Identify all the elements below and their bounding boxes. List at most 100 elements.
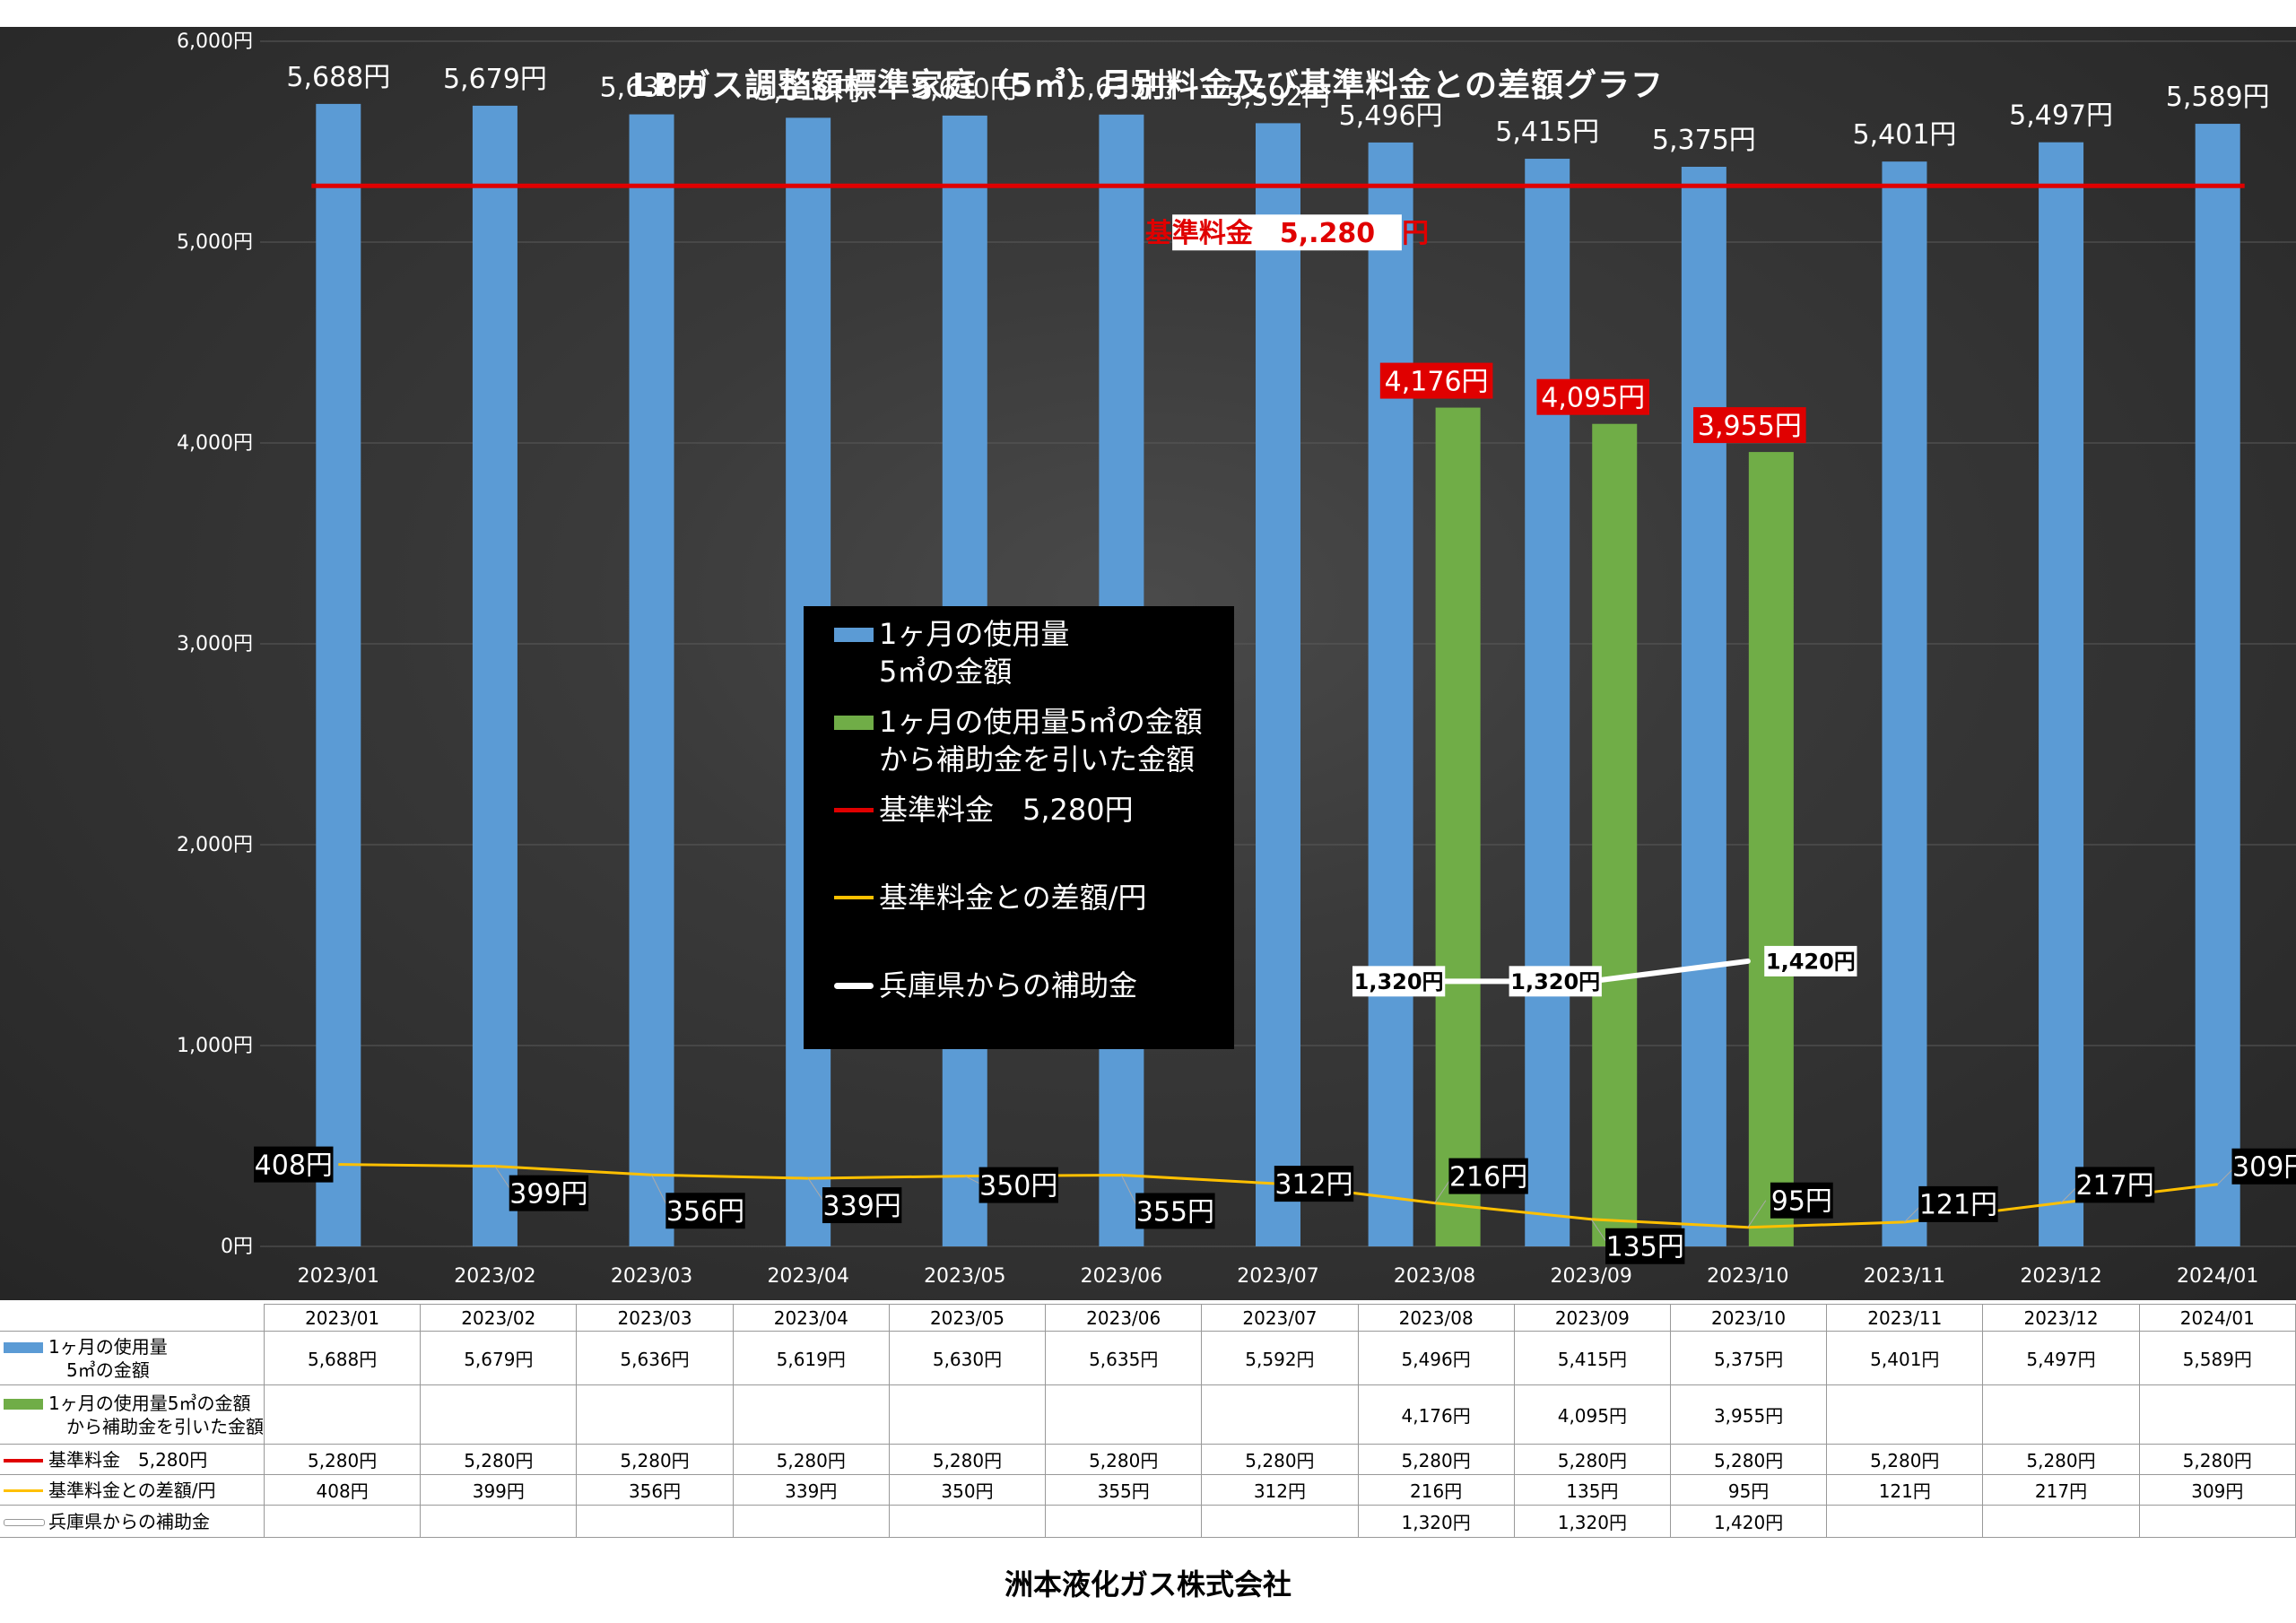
- table-cell: 408円: [263, 1474, 422, 1506]
- table-col-header-2023/10: 2023/10: [1669, 1304, 1828, 1332]
- table-cell: 121円: [1826, 1474, 1984, 1506]
- y-tick-label: 0円: [221, 1236, 253, 1258]
- table-rowlabel-green-1: 1ヶ月の使用量5㎥の金額: [48, 1392, 251, 1414]
- table-row-orange: 基準料金との差額/円 408円 399円 356円 339円 350円 355円 312円 2…: [0, 1474, 2296, 1506]
- table-cell: 217円: [1982, 1474, 2140, 1506]
- bar-blue-2023/08: [1368, 142, 1413, 1246]
- table-cell: 5,401円: [1826, 1331, 1984, 1385]
- table-cell: 216円: [1357, 1474, 1515, 1506]
- table-cell: [732, 1384, 890, 1445]
- table-rowlabel-green-2: から補助金を引いた金額: [66, 1415, 264, 1437]
- x-tick-label-2023/03: 2023/03: [611, 1265, 692, 1288]
- table-row-red: 基準料金 5,280円 5,280円 5,280円 5,280円 5,280円 5,28…: [0, 1444, 2296, 1475]
- table-cell: 5,280円: [2138, 1444, 2296, 1475]
- line-white-label-2023/09-bg: [1509, 966, 1602, 997]
- line-orange-label-2023/10: 95円: [1771, 1186, 1832, 1218]
- table-cell: [1045, 1384, 1203, 1445]
- line-orange-label-2023/12-bg: [2074, 1167, 2155, 1203]
- table-col-header-2023/04: 2023/04: [732, 1304, 890, 1332]
- table-col-header-2023/03: 2023/03: [576, 1304, 734, 1332]
- table-cell: 4,095円: [1513, 1384, 1671, 1445]
- bar-blue-label-2023/03: 5,636円: [600, 73, 704, 104]
- bar-blue-label-2023/04: 5,619円: [756, 75, 860, 107]
- line-orange-label-2023/09: 135円: [1606, 1232, 1684, 1263]
- table-cell: 356円: [576, 1474, 734, 1506]
- table-cell: 339円: [732, 1474, 890, 1506]
- table-cell: 5,375円: [1669, 1331, 1828, 1385]
- chart-svg: 0円 1,000円 2,000円 3,000円 4,000円 5,000円 6,000円 5,…: [177, 30, 2296, 1288]
- table-cell: [2138, 1505, 2296, 1538]
- line-orange-label-2023/03-bg: [665, 1193, 745, 1229]
- table-col-header-2023/02: 2023/02: [420, 1304, 578, 1332]
- line-orange-label-2023/02-bg: [509, 1175, 589, 1211]
- bar-blue-label-2023/12: 5,497円: [2009, 100, 2113, 132]
- x-tick-label-2023/05: 2023/05: [924, 1265, 1005, 1288]
- line-orange-label-2023/06: 355円: [1136, 1196, 1214, 1228]
- bar-blue-label-2023/05: 5,630円: [913, 74, 1017, 105]
- table-col-header-2023/09: 2023/09: [1513, 1304, 1671, 1332]
- table-cell: 5,280円: [1826, 1444, 1984, 1475]
- table-cell: [1201, 1505, 1359, 1538]
- table-cell: [2138, 1384, 2296, 1445]
- table-cell: 5,630円: [888, 1331, 1047, 1385]
- table-cell: 5,280円: [888, 1444, 1047, 1475]
- bar-blue-label-2023/06: 5,635円: [1069, 73, 1173, 104]
- line-orange-label-2023/04: 339円: [823, 1191, 901, 1222]
- table-cell: [576, 1384, 734, 1445]
- legend-label-orange: 基準料金との差額/円: [879, 881, 1147, 915]
- bar-blue-2023/07: [1256, 123, 1300, 1247]
- legend-label-white: 兵庫県からの補助金: [879, 968, 1138, 1002]
- y-tick-label: 2,000円: [177, 834, 253, 856]
- line-orange-label-2023/01: 408円: [255, 1150, 333, 1181]
- table-col-header-2023/06: 2023/06: [1045, 1304, 1203, 1332]
- table-rowlabel-blue-2: 5㎥の金額: [66, 1358, 150, 1381]
- legend-swatch-orange: [834, 896, 874, 899]
- x-tick-label-2023/06: 2023/06: [1081, 1265, 1162, 1288]
- table-cell: 5,280円: [1669, 1444, 1828, 1475]
- table-cell: 4,176円: [1357, 1384, 1515, 1445]
- table-rowlabel-red: 基準料金 5,280円: [48, 1448, 208, 1471]
- x-tick-label-2023/04: 2023/04: [767, 1265, 848, 1288]
- table-cell: [1201, 1384, 1359, 1445]
- table-rowhead-green: 1ヶ月の使用量5㎥の金額 から補助金を引いた金額: [0, 1384, 265, 1445]
- line-orange-label-2023/08-bg: [1448, 1158, 1528, 1194]
- legend-swatch-white: [834, 983, 874, 989]
- y-tick-label: 3,000円: [177, 633, 253, 655]
- bar-blue-2024/01: [2195, 124, 2240, 1247]
- line-orange-label-2023/05: 350円: [979, 1170, 1057, 1202]
- table-rowlabel-blue-1: 1ヶ月の使用量: [48, 1335, 168, 1358]
- table-cell: 350円: [888, 1474, 1047, 1506]
- legend-label-green-1: 1ヶ月の使用量5㎥の金額: [879, 705, 1203, 739]
- bar-blue-label-2023/10: 5,375円: [1652, 125, 1756, 156]
- bar-blue-2023/11: [1882, 161, 1927, 1246]
- table-cell: [1982, 1384, 2140, 1445]
- table-row-green: 1ヶ月の使用量5㎥の金額 から補助金を引いた金額 4,176円 4,095円 3,9…: [0, 1384, 2296, 1445]
- table-cell: 3,955円: [1669, 1384, 1828, 1445]
- table-swatch-orange: [4, 1488, 43, 1492]
- line-white-label-2023/09: 1,320円: [1510, 969, 1600, 994]
- x-tick-label-2023/10: 2023/10: [1707, 1265, 1788, 1288]
- bar-green-label-2023/10: 3,955円: [1698, 411, 1802, 442]
- table-cell: [1045, 1505, 1203, 1538]
- x-tick-label-2023/02: 2023/02: [454, 1265, 535, 1288]
- table-cell: 5,497円: [1982, 1331, 2140, 1385]
- bar-blue-2023/10: [1681, 167, 1726, 1246]
- bar-blue-label-2024/01: 5,589円: [2166, 82, 2270, 113]
- bar-blue-label-2023/07: 5,592円: [1226, 81, 1330, 112]
- bar-blue-2023/03: [629, 114, 674, 1246]
- line-orange-label-2023/07: 312円: [1274, 1169, 1352, 1201]
- bar-green-2023/09: [1592, 423, 1638, 1247]
- reference-line-annotation-bg: [1172, 214, 1402, 251]
- line-orange-label-2023/05-bg: [978, 1167, 1058, 1203]
- table-swatch-green: [4, 1398, 43, 1410]
- table-cell: 5,589円: [2138, 1331, 2296, 1385]
- legend-label-green-2: から補助金を引いた金額: [879, 742, 1196, 777]
- table-cell: 399円: [420, 1474, 578, 1506]
- line-orange-label-2024/01: 309円: [2232, 1152, 2296, 1184]
- legend-swatch-red: [834, 808, 874, 812]
- table-cell: 5,280円: [420, 1444, 578, 1475]
- bar-green-label-2023/09-bg: [1536, 378, 1650, 415]
- table-cell: 312円: [1201, 1474, 1359, 1506]
- line-orange-label-2023/11: 121円: [1919, 1190, 1997, 1221]
- x-tick-label-2023/07: 2023/07: [1237, 1265, 1318, 1288]
